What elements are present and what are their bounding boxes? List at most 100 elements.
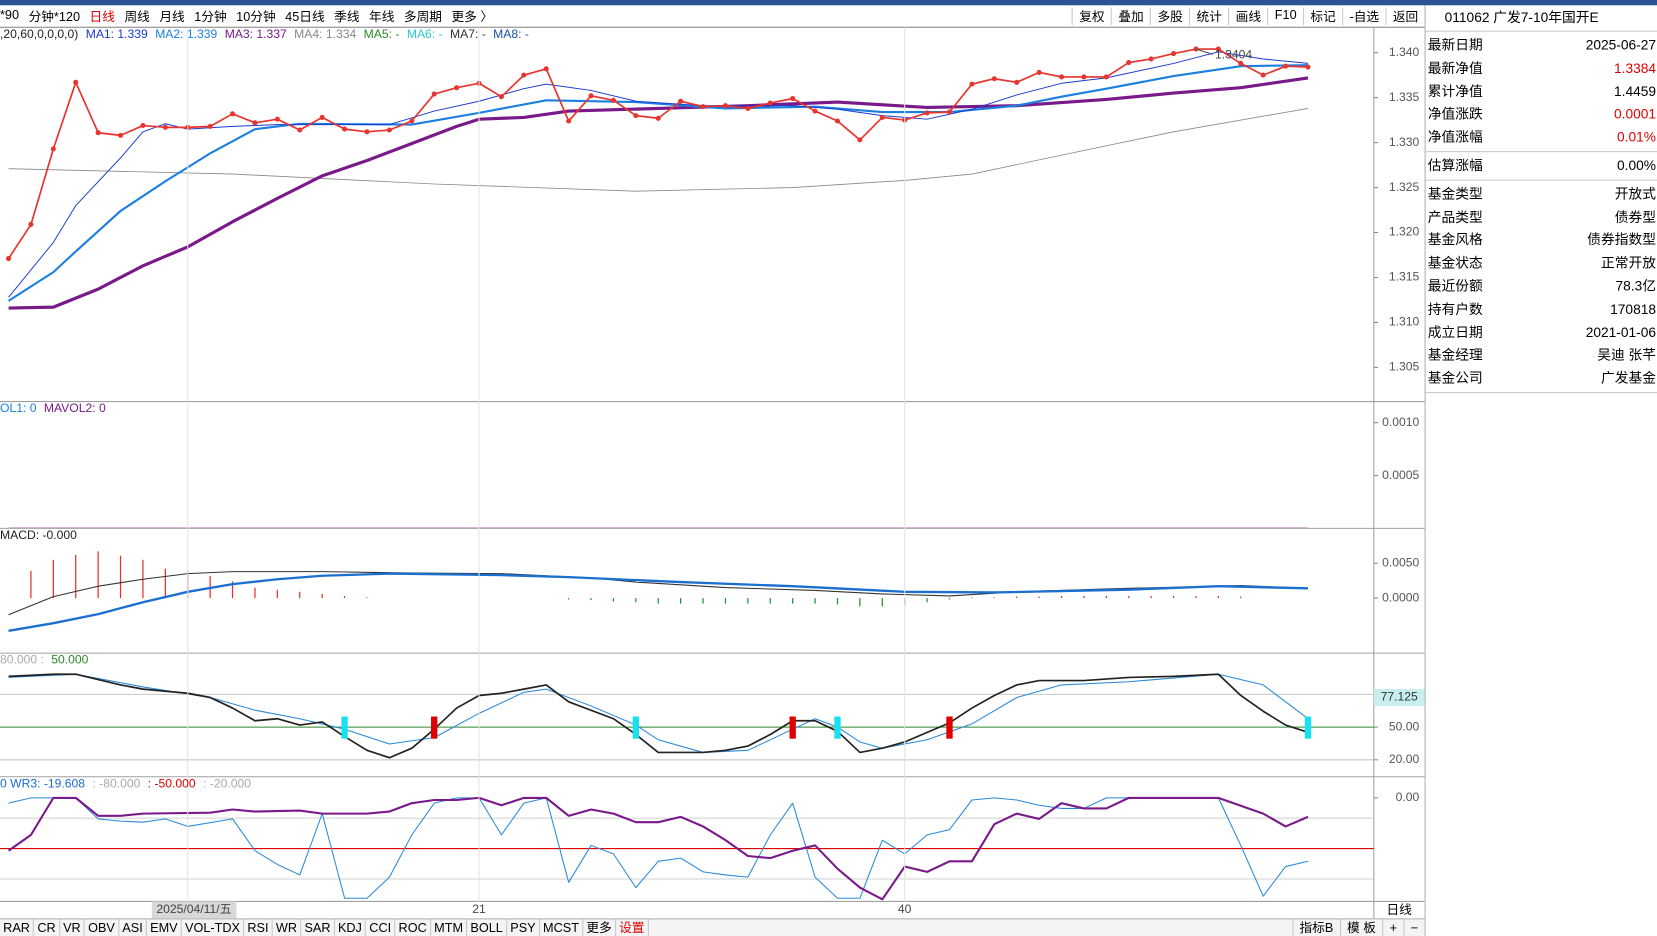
legend-item: ,20,60,0,0,0,0) xyxy=(0,27,78,41)
legend-item: : -80.000 xyxy=(92,776,140,790)
indicator-tab[interactable]: EMV xyxy=(147,919,182,936)
period-toolbar: *90 分钟*120 日线 周线 月线 1分钟 10分钟 45日线 季线 年线 多周期 更多 〉 复权叠… xyxy=(0,5,1425,28)
tool-button[interactable]: F10 xyxy=(1267,6,1303,25)
title-strip xyxy=(0,0,1657,6)
indicator-tab[interactable]: CR xyxy=(34,919,60,936)
template-button[interactable]: + xyxy=(1382,919,1403,936)
price-point xyxy=(342,126,348,132)
period-tab[interactable]: 更多 〉 xyxy=(451,8,494,24)
series-line xyxy=(8,76,1309,310)
tool-buttons: 复权 叠加 多股 统计 画线 F10 标记 -自选 返回 xyxy=(1071,6,1425,25)
indicator-tab[interactable]: KDJ xyxy=(335,919,367,936)
price-point xyxy=(1305,64,1311,70)
y-tick-label: 50.00 xyxy=(1389,719,1420,733)
price-point xyxy=(1081,74,1087,80)
price-point xyxy=(386,127,392,133)
price-point xyxy=(1058,74,1065,80)
legend-item: MA6: - xyxy=(407,27,443,41)
indicator-tab[interactable]: RAR xyxy=(0,919,35,936)
period-tab[interactable]: 季线 xyxy=(334,8,360,24)
info-label: 基金风格 xyxy=(1427,231,1483,248)
period-tab[interactable]: 年线 xyxy=(369,8,395,24)
period-tab[interactable]: 周线 xyxy=(124,8,150,24)
info-row: 净值涨跌 0.0001 xyxy=(1426,103,1657,126)
period-tab[interactable]: 多周期 xyxy=(403,8,442,24)
template-button[interactable]: 指标B xyxy=(1292,919,1340,936)
template-buttons: 指标B 模 板 + − xyxy=(1292,919,1425,936)
series-line xyxy=(8,571,1309,616)
indicator-tab[interactable]: 设置 xyxy=(616,919,649,936)
annotation-leader xyxy=(1195,48,1214,55)
price-point xyxy=(610,97,616,103)
price-point xyxy=(1126,60,1132,66)
y-tick-label: 1.315 xyxy=(1389,270,1420,284)
tool-button[interactable]: 返回 xyxy=(1385,6,1424,25)
indicator-bar: RAR CR VR OBV ASI EMV VOL-TDX RSI WR SAR KDJ CCI ROC… xyxy=(0,918,1425,936)
price-point xyxy=(207,123,213,129)
tool-button[interactable]: -自选 xyxy=(1342,6,1385,25)
legend-item: MA1: 1.339 xyxy=(86,27,148,41)
period-tab[interactable]: 10分钟 xyxy=(236,8,276,24)
indicator-tab[interactable]: ROC xyxy=(395,919,431,936)
legend-item: : -20.000 xyxy=(203,776,251,790)
info-row: 净值涨幅 0.01% xyxy=(1426,126,1657,149)
info-row: 最新净值 1.3384 xyxy=(1426,57,1657,80)
template-button[interactable]: − xyxy=(1403,919,1424,936)
period-tabs: *90 分钟*120 日线 周线 月线 1分钟 10分钟 45日线 季线 年线 多周期 更多 〉 xyxy=(0,7,1072,25)
info-panel: 011062 广发7-10年国开E 最新日期 2025-06-27 最新净值 1.338… xyxy=(1424,5,1657,936)
period-tab[interactable]: 分钟*120 xyxy=(28,8,81,24)
indicator-tab[interactable]: VOL-TDX xyxy=(182,919,245,936)
price-point xyxy=(834,118,841,124)
price-point xyxy=(700,104,706,110)
indicator-tab[interactable]: CCI xyxy=(366,919,396,936)
period-tab[interactable]: 45日线 xyxy=(285,8,325,24)
price-point xyxy=(28,221,34,227)
indicator-tab[interactable]: MCST xyxy=(540,919,584,936)
period-tab[interactable]: *90 xyxy=(0,6,20,22)
date-label-box xyxy=(151,901,237,919)
info-label: 基金经理 xyxy=(1427,347,1483,363)
price-point xyxy=(1171,51,1177,57)
indicator-tab[interactable]: BOLL xyxy=(467,919,508,936)
period-tab[interactable]: 日线 xyxy=(89,8,115,24)
price-point xyxy=(1036,69,1042,75)
indicator-tab[interactable]: OBV xyxy=(85,919,120,936)
indicator-tab[interactable]: 更多 xyxy=(583,919,616,936)
period-tab[interactable]: 月线 xyxy=(159,8,185,24)
series-line xyxy=(8,673,1309,759)
indicator-tab[interactable]: SAR xyxy=(301,919,335,936)
info-label: 最近份额 xyxy=(1427,277,1483,294)
tool-button[interactable]: 画线 xyxy=(1228,6,1267,25)
indicator-tab[interactable]: RSI xyxy=(244,919,273,936)
tool-button[interactable]: 多股 xyxy=(1150,6,1189,25)
price-point xyxy=(946,109,953,115)
chart: 1.340 1.335 1.330 1.325 1.320 1.315 1.310 1.305… xyxy=(0,26,1425,919)
tool-button[interactable]: 复权 xyxy=(1071,6,1111,25)
indicator-tab[interactable]: WR xyxy=(273,919,302,936)
info-value: 2025-06-27 xyxy=(1585,36,1657,53)
info-label: 基金公司 xyxy=(1427,370,1483,386)
info-value: 1.4459 xyxy=(1613,83,1657,99)
tool-button[interactable]: 叠加 xyxy=(1110,6,1150,25)
series-line xyxy=(8,673,1309,753)
template-button[interactable]: 模 板 xyxy=(1339,919,1383,936)
price-point xyxy=(1283,63,1289,69)
info-row: 基金类型 开放式 xyxy=(1426,183,1657,206)
legend-item: : -50.000 xyxy=(148,776,196,790)
tool-button[interactable]: 统计 xyxy=(1189,6,1228,25)
legend-item: MACD: -0.000 xyxy=(0,528,77,542)
y-tick-label: 1.340 xyxy=(1389,45,1420,59)
indicator-tab[interactable]: VR xyxy=(60,919,85,936)
price-point xyxy=(566,118,572,124)
indicator-tab[interactable]: PSY xyxy=(507,919,540,936)
info-row: 累计净值 1.4459 xyxy=(1426,80,1657,103)
indicator-tab[interactable]: MTM xyxy=(431,919,468,936)
price-point xyxy=(588,93,594,99)
x-tick-label: 40 xyxy=(898,902,912,916)
info-label: 最新日期 xyxy=(1427,36,1483,53)
period-tab[interactable]: 1分钟 xyxy=(194,8,227,24)
indicator-tab[interactable]: ASI xyxy=(119,919,147,936)
price-point xyxy=(50,146,56,152)
tool-button[interactable]: 标记 xyxy=(1303,6,1342,25)
